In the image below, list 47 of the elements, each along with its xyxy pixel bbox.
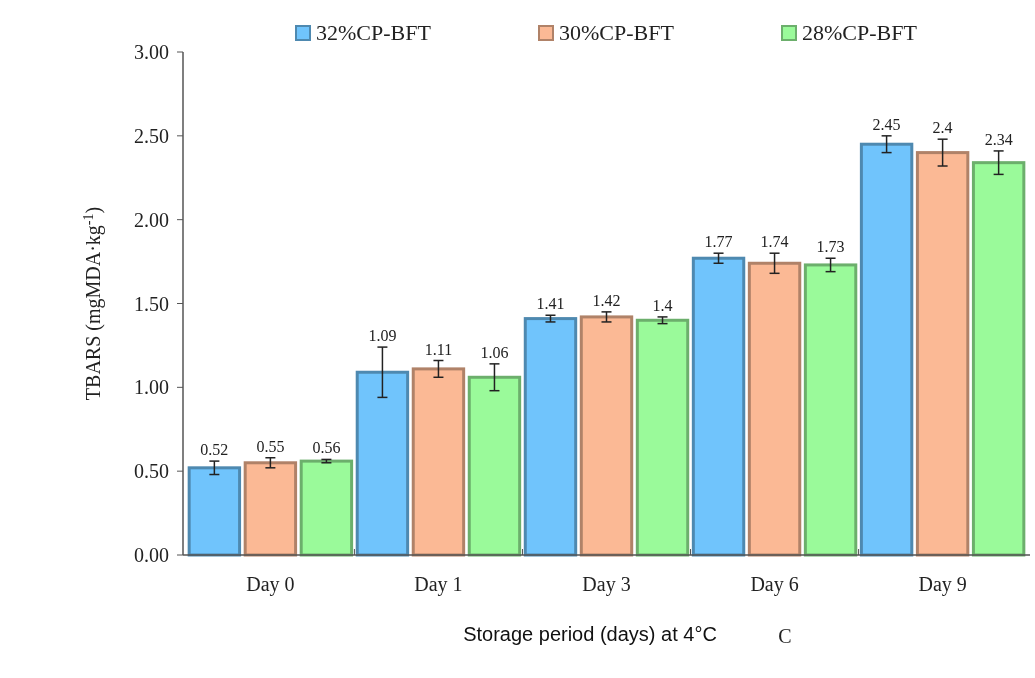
bar: [803, 263, 858, 557]
x-axis-title: Storage period (days) at 4°C: [463, 623, 717, 645]
bar: [411, 367, 466, 557]
data-label: 0.56: [312, 439, 341, 457]
data-label: 1.42: [592, 291, 621, 309]
y-tick-label: 2.00: [134, 208, 169, 231]
legend-label: 30%CP-BFT: [559, 20, 675, 45]
legend-label: 28%CP-BFT: [802, 20, 918, 45]
bar: [915, 151, 970, 557]
x-tick-label: Day 9: [918, 573, 967, 596]
data-label: 1.41: [536, 295, 565, 313]
bar: [299, 459, 354, 557]
data-label: 1.11: [424, 340, 453, 358]
y-tick-label: 3.00: [134, 41, 169, 63]
y-tick-label: 2.50: [134, 124, 169, 147]
x-tick-label: Day 6: [750, 573, 799, 596]
legend-label: 32%CP-BFT: [316, 20, 432, 45]
data-label: 1.4: [652, 296, 673, 314]
bar: [355, 370, 410, 557]
data-label: 0.52: [200, 441, 229, 459]
bar: [523, 317, 578, 557]
bar: [747, 261, 802, 557]
bar: [691, 256, 746, 557]
bar: [635, 318, 690, 557]
y-tick-label: 1.50: [134, 292, 169, 315]
data-label: 2.45: [872, 115, 901, 133]
data-label: 1.73: [816, 238, 845, 256]
bar: [859, 142, 914, 557]
y-tick-label: 0.50: [134, 460, 169, 483]
data-label: 2.34: [984, 130, 1013, 148]
x-tick-label: Day 1: [414, 573, 463, 596]
data-label: 1.06: [480, 343, 509, 361]
data-label: 0.55: [256, 437, 285, 455]
bar: [971, 161, 1026, 557]
bar: [187, 466, 242, 557]
y-tick-label: 0.00: [134, 544, 169, 566]
text: C: [778, 625, 792, 647]
data-label: 2.4: [932, 119, 953, 137]
bar: [467, 375, 522, 557]
bar: [579, 315, 634, 557]
x-tick-label: Day 0: [246, 573, 295, 596]
x-tick-label: Day 3: [582, 573, 631, 596]
y-tick-label: 1.00: [134, 376, 169, 399]
data-label: 1.77: [704, 233, 733, 251]
data-label: 1.09: [368, 327, 397, 345]
bar: [243, 461, 298, 557]
data-label: 1.74: [760, 233, 789, 251]
